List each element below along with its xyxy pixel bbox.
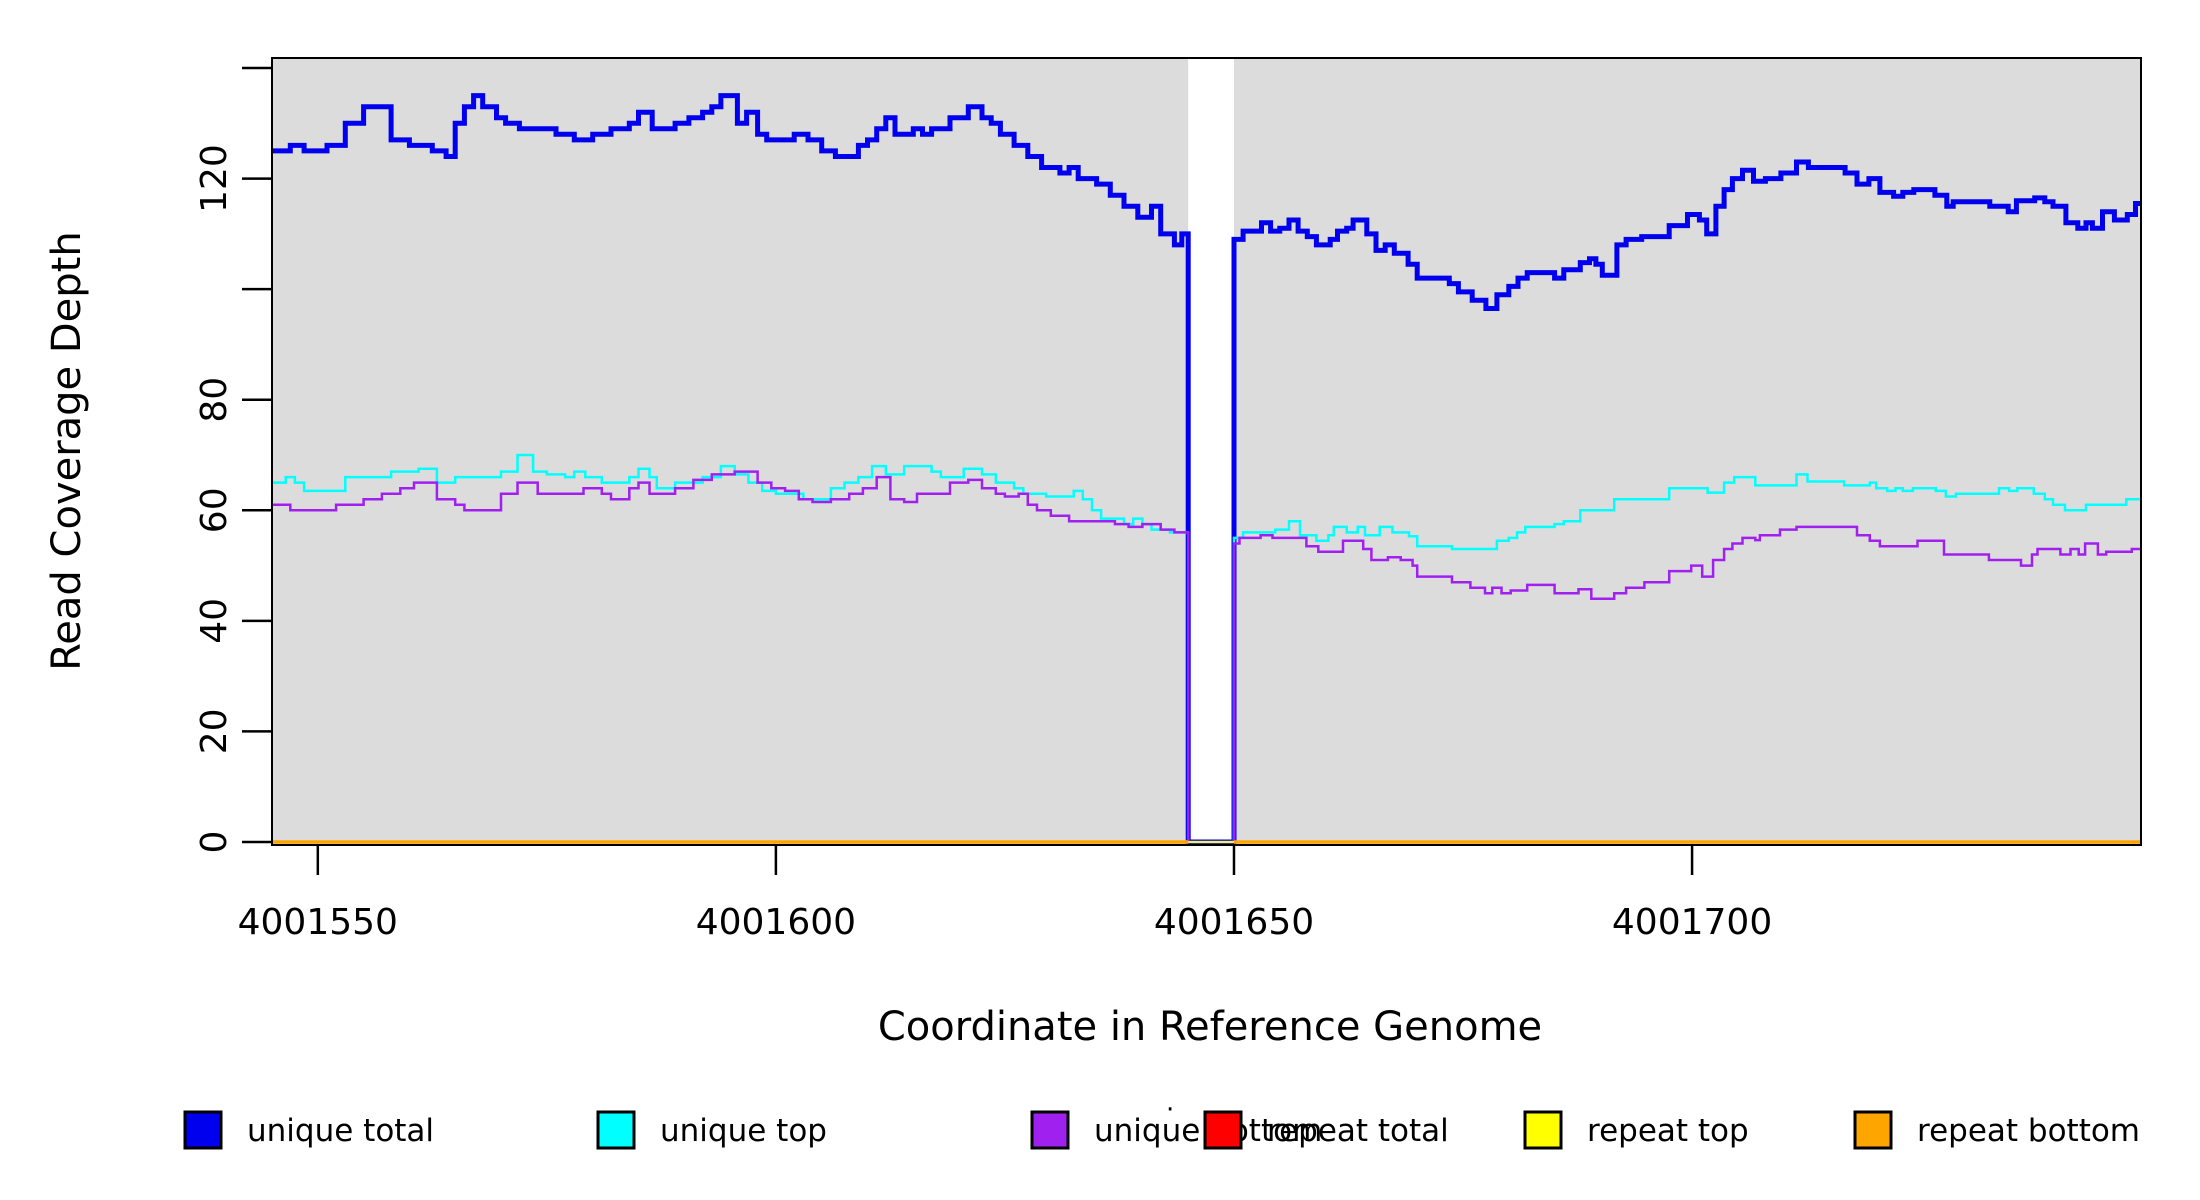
legend-swatch-repeat-top	[1523, 1110, 1563, 1150]
legend-label-unique-top: unique top	[660, 1113, 827, 1149]
x-axis-title: Coordinate in Reference Genome	[878, 1004, 1542, 1050]
legend-swatch-unique-top	[596, 1110, 636, 1150]
y-tick-label: 20	[194, 708, 235, 754]
legend-swatch-unique-total	[183, 1110, 223, 1150]
stray-dot-mark: ·	[1166, 1095, 1174, 1125]
y-tick-label: 120	[194, 144, 235, 213]
x-tick-label: 4001650	[1154, 902, 1314, 943]
legend-label-repeat-bottom: repeat bottom	[1917, 1113, 2140, 1149]
y-tick-label: 80	[194, 377, 235, 423]
legend-label-repeat-total: repeat total	[1267, 1113, 1449, 1149]
x-tick-label: 4001700	[1612, 902, 1772, 943]
legend-label-repeat-top: repeat top	[1587, 1113, 1749, 1149]
x-tick-label: 4001550	[238, 902, 398, 943]
y-tick-label: 0	[194, 831, 235, 854]
legend-label-unique-total: unique total	[247, 1113, 434, 1149]
zero-coverage-gap	[1188, 58, 1234, 845]
legend-swatch-repeat-bottom	[1853, 1110, 1893, 1150]
y-tick-label: 60	[194, 487, 235, 533]
y-axis-title: Read Coverage Depth	[44, 231, 90, 670]
y-tick-label: 40	[194, 598, 235, 644]
series-unique-total	[272, 93, 2141, 845]
legend-swatch-repeat-total	[1203, 1110, 1243, 1150]
x-tick-label: 4001600	[696, 902, 856, 943]
plot-frame	[271, 57, 2142, 846]
legend-swatch-unique-bottom	[1030, 1110, 1070, 1150]
series-unique-bottom	[272, 470, 2141, 844]
